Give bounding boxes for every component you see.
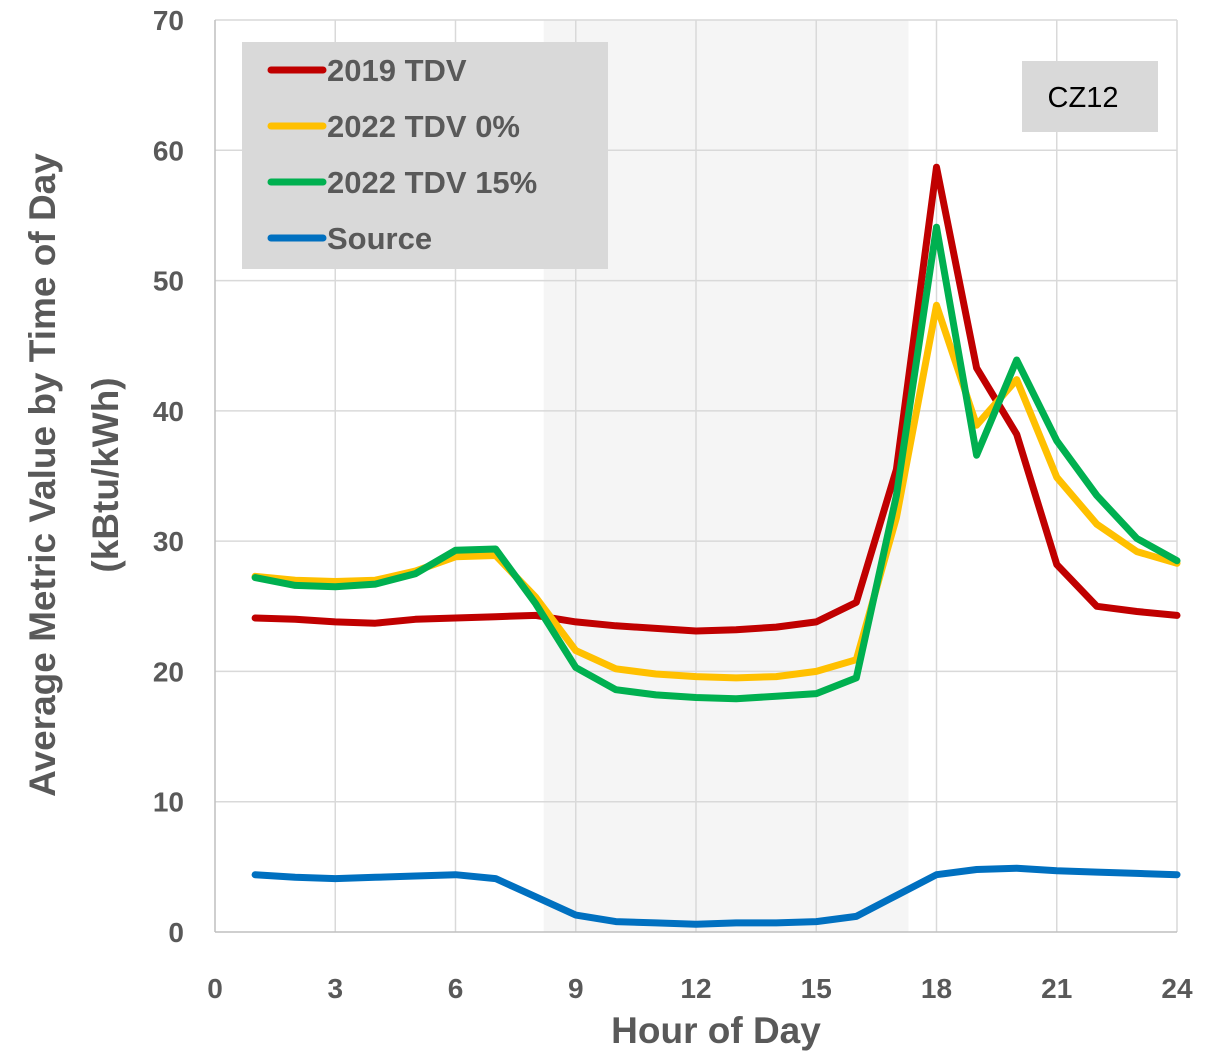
series-line-2019-tdv — [251, 163, 1181, 635]
climate-zone-box — [1022, 61, 1158, 132]
legend-label-2019-tdv: 2019 TDV — [327, 53, 467, 88]
y-tick-label-20: 20 — [153, 656, 184, 687]
y-tick-label-70: 70 — [153, 5, 184, 36]
series-line-2022-tdv-15 — [251, 223, 1181, 703]
x-tick-label-3: 3 — [327, 973, 343, 1004]
y-axis-title-line-2: (kBtu/kWh) — [85, 377, 126, 572]
y-tick-label-0: 0 — [168, 917, 184, 948]
y-axis-title: Average Metric Value by Time of Day (kBt… — [22, 153, 126, 797]
series-lines — [251, 163, 1181, 928]
y-axis-title-line-1: Average Metric Value by Time of Day — [22, 153, 63, 797]
legend-label-2022-tdv-0: 2022 TDV 0% — [327, 109, 520, 144]
y-tick-label-10: 10 — [153, 787, 184, 818]
x-tick-label-12: 12 — [680, 973, 711, 1004]
x-tick-label-24: 24 — [1161, 973, 1193, 1004]
legend-label-source: Source — [327, 221, 432, 256]
series-line-source — [251, 864, 1181, 928]
x-tick-label-15: 15 — [801, 973, 832, 1004]
x-tick-label-6: 6 — [448, 973, 464, 1004]
climate-zone-text: CZ12 — [1048, 82, 1119, 114]
y-tick-label-40: 40 — [153, 396, 184, 427]
x-axis-title: Hour of Day — [611, 1010, 821, 1051]
x-tick-label-0: 0 — [207, 973, 223, 1004]
legend: 2019 TDV 2022 TDV 0% 2022 TDV 15% Source — [242, 42, 608, 269]
x-axis-ticks: 0 3 6 9 12 15 18 21 24 — [207, 973, 1193, 1004]
x-tick-label-21: 21 — [1041, 973, 1072, 1004]
x-tick-label-18: 18 — [921, 973, 952, 1004]
y-axis-ticks: 0 10 20 30 40 50 60 70 — [153, 5, 184, 948]
y-tick-label-60: 60 — [153, 135, 184, 166]
x-tick-label-9: 9 — [568, 973, 584, 1004]
climate-zone-label: CZ12 — [1022, 61, 1158, 132]
y-tick-label-50: 50 — [153, 266, 184, 297]
legend-background — [242, 42, 608, 269]
y-tick-label-30: 30 — [153, 526, 184, 557]
legend-label-2022-tdv-15: 2022 TDV 15% — [327, 165, 537, 200]
